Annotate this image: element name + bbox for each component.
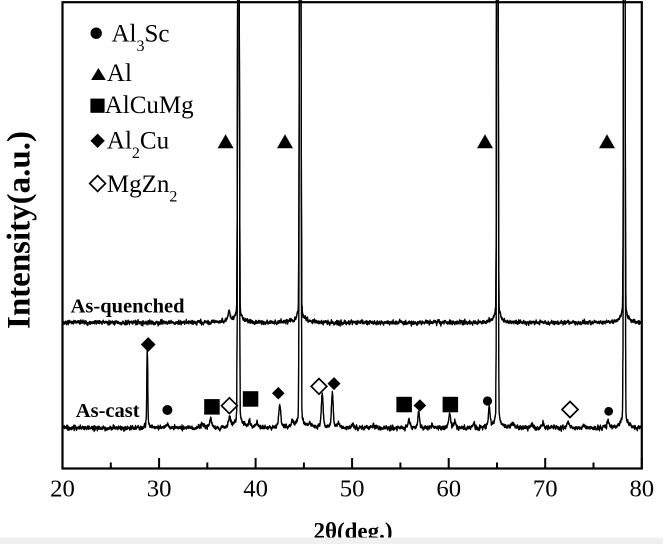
svg-text:As-cast: As-cast <box>76 400 140 422</box>
svg-text:Al: Al <box>107 60 132 87</box>
svg-text:70: 70 <box>533 476 558 503</box>
svg-text:Intensity(a.u.): Intensity(a.u.) <box>2 131 38 329</box>
svg-text:AlCuMg: AlCuMg <box>105 92 194 119</box>
svg-text:As-quenched: As-quenched <box>71 296 186 318</box>
svg-text:50: 50 <box>340 476 365 503</box>
svg-text:60: 60 <box>436 476 461 503</box>
svg-text:40: 40 <box>243 476 268 503</box>
svg-text:20: 20 <box>50 476 75 503</box>
svg-text:80: 80 <box>629 476 654 503</box>
svg-text:30: 30 <box>147 476 172 503</box>
